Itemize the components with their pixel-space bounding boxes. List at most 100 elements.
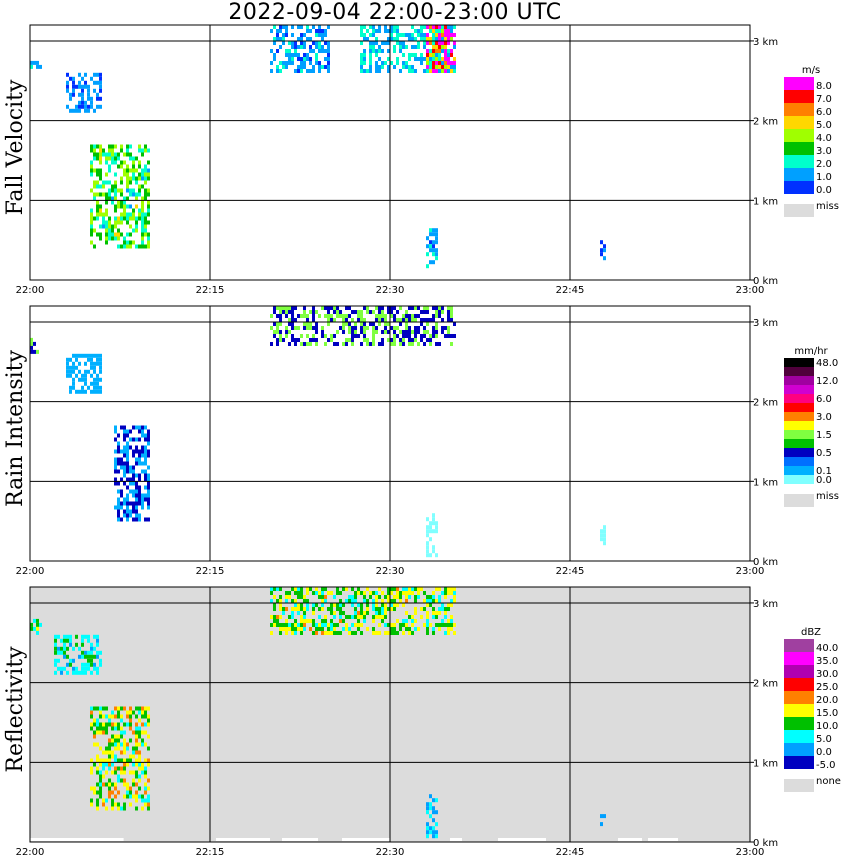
echo-cell	[120, 734, 123, 739]
echo-cell	[132, 794, 135, 799]
echo-cell	[114, 144, 117, 149]
echo-cell	[321, 37, 324, 41]
echo-cell	[78, 670, 81, 675]
echo-cell	[69, 108, 72, 113]
echo-layer-reflectivity	[30, 587, 606, 839]
echo-cell	[303, 57, 306, 61]
echo-cell	[141, 493, 144, 498]
echo-cell	[453, 45, 456, 49]
echo-cell	[372, 33, 375, 37]
echo-cell	[447, 326, 450, 330]
echo-cell	[30, 60, 33, 65]
echo-cell	[126, 465, 129, 470]
echo-cell	[303, 306, 306, 310]
echo-cell	[387, 591, 390, 595]
echo-cell	[96, 706, 99, 711]
echo-cell	[417, 330, 420, 334]
legend-swatch	[784, 756, 814, 769]
echo-cell	[99, 88, 102, 93]
echo-cell	[375, 41, 378, 45]
echo-cell	[333, 631, 336, 635]
echo-cell	[99, 778, 102, 783]
echo-cell	[432, 615, 435, 619]
echo-cell	[345, 623, 348, 627]
echo-cell	[444, 65, 447, 69]
echo-cell	[54, 634, 57, 639]
echo-cell	[144, 164, 147, 169]
echo-cell	[411, 33, 414, 37]
echo-cell	[126, 180, 129, 185]
echo-cell	[351, 342, 354, 346]
echo-cell	[138, 726, 141, 731]
echo-cell	[87, 108, 90, 113]
echo-cell	[348, 314, 351, 318]
echo-cell	[393, 627, 396, 631]
echo-cell	[432, 591, 435, 595]
echo-cell	[372, 342, 375, 346]
echo-cell	[603, 244, 606, 249]
echo-cell	[126, 441, 129, 446]
echo-cell	[303, 65, 306, 69]
echo-cell	[285, 334, 288, 338]
echo-cell	[96, 232, 99, 237]
echo-cell	[108, 152, 111, 157]
echo-cell	[129, 437, 132, 442]
echo-cell	[135, 794, 138, 799]
echo-cell	[282, 623, 285, 627]
echo-cell	[438, 41, 441, 45]
echo-cell	[378, 318, 381, 322]
echo-cell	[135, 473, 138, 478]
echo-cell	[288, 342, 291, 346]
echo-cell	[300, 65, 303, 69]
echo-cell	[306, 37, 309, 41]
echo-cell	[102, 762, 105, 767]
echo-cell	[120, 750, 123, 755]
echo-cell	[120, 449, 123, 454]
echo-cell	[381, 41, 384, 45]
echo-cell	[423, 306, 426, 310]
echo-cell	[300, 619, 303, 623]
echo-cell	[453, 65, 456, 69]
echo-cell	[390, 591, 393, 595]
echo-cell	[330, 607, 333, 611]
echo-cell	[141, 425, 144, 430]
echo-cell	[87, 654, 90, 659]
echo-cell	[357, 334, 360, 338]
echo-cell	[447, 41, 450, 45]
echo-cell	[117, 433, 120, 438]
echo-cell	[99, 208, 102, 213]
echo-cell	[30, 345, 33, 350]
echo-cell	[72, 88, 75, 93]
echo-cell	[279, 599, 282, 603]
echo-cell	[147, 505, 150, 510]
echo-cell	[294, 318, 297, 322]
echo-cell	[132, 469, 135, 474]
echo-cell	[93, 216, 96, 221]
echo-cell	[123, 806, 126, 811]
echo-cell	[408, 631, 411, 635]
height-tick-label: 2 km	[753, 398, 778, 409]
echo-cell	[378, 607, 381, 611]
echo-cell	[420, 587, 423, 591]
echo-cell	[318, 607, 321, 611]
echo-cell	[117, 714, 120, 719]
echo-cell	[114, 449, 117, 454]
echo-cell	[444, 45, 447, 49]
echo-cell	[351, 623, 354, 627]
echo-cell	[135, 457, 138, 462]
echo-cell	[321, 631, 324, 635]
echo-cell	[99, 762, 102, 767]
echo-cell	[114, 469, 117, 474]
echo-cell	[276, 338, 279, 342]
echo-cell	[420, 33, 423, 37]
echo-cell	[324, 342, 327, 346]
echo-cell	[291, 61, 294, 65]
echo-cell	[285, 61, 288, 65]
echo-cell	[435, 525, 438, 530]
panel-label-rain-intensity: Rain Intensity	[3, 349, 28, 506]
echo-cell	[75, 670, 78, 675]
echo-cell	[405, 599, 408, 603]
echo-cell	[393, 326, 396, 330]
echo-cell	[444, 29, 447, 33]
